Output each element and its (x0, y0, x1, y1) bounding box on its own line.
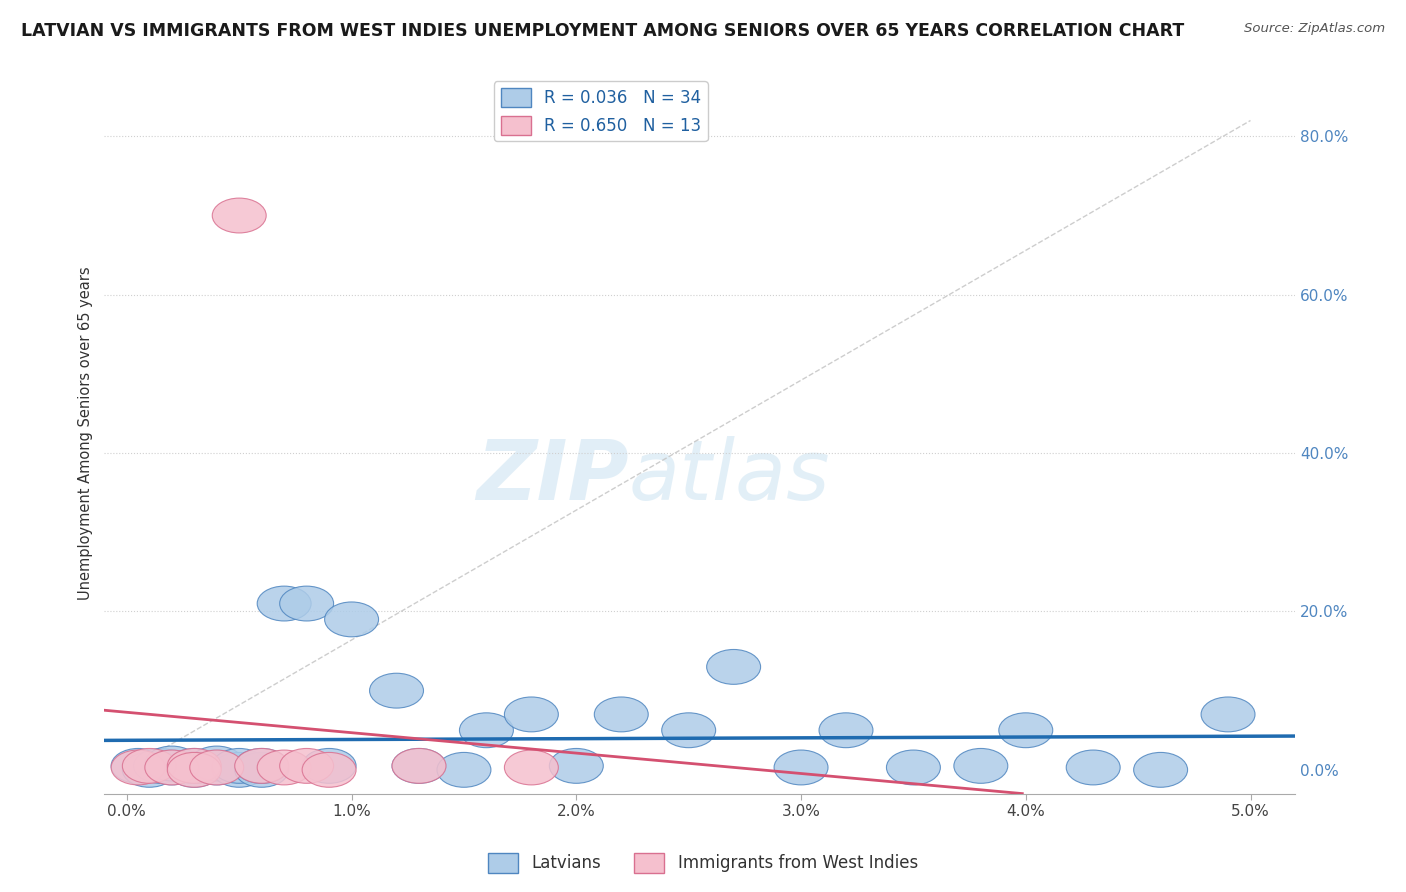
Ellipse shape (280, 586, 333, 621)
Ellipse shape (302, 748, 356, 783)
Ellipse shape (595, 697, 648, 731)
Ellipse shape (325, 602, 378, 637)
Ellipse shape (1066, 750, 1121, 785)
Ellipse shape (437, 753, 491, 788)
Ellipse shape (190, 746, 243, 780)
Text: LATVIAN VS IMMIGRANTS FROM WEST INDIES UNEMPLOYMENT AMONG SENIORS OVER 65 YEARS : LATVIAN VS IMMIGRANTS FROM WEST INDIES U… (21, 22, 1184, 40)
Ellipse shape (370, 673, 423, 708)
Ellipse shape (257, 750, 311, 785)
Text: atlas: atlas (628, 436, 830, 517)
Ellipse shape (190, 750, 243, 785)
Ellipse shape (953, 748, 1008, 783)
Ellipse shape (145, 750, 198, 785)
Ellipse shape (392, 748, 446, 783)
Ellipse shape (1133, 753, 1188, 788)
Ellipse shape (212, 198, 266, 233)
Ellipse shape (122, 748, 176, 783)
Legend: Latvians, Immigrants from West Indies: Latvians, Immigrants from West Indies (481, 847, 925, 880)
Ellipse shape (235, 753, 288, 788)
Text: ZIP: ZIP (475, 436, 628, 517)
Ellipse shape (775, 750, 828, 785)
Ellipse shape (820, 713, 873, 747)
Ellipse shape (1201, 697, 1256, 731)
Ellipse shape (505, 697, 558, 731)
Ellipse shape (280, 748, 333, 783)
Ellipse shape (550, 748, 603, 783)
Ellipse shape (707, 649, 761, 684)
Ellipse shape (111, 750, 165, 785)
Ellipse shape (167, 753, 221, 788)
Ellipse shape (145, 750, 198, 785)
Ellipse shape (302, 753, 356, 788)
Ellipse shape (111, 748, 165, 783)
Ellipse shape (235, 748, 288, 783)
Ellipse shape (167, 748, 221, 783)
Ellipse shape (235, 748, 288, 783)
Ellipse shape (167, 753, 221, 788)
Ellipse shape (134, 748, 187, 783)
Legend: R = 0.036   N = 34, R = 0.650   N = 13: R = 0.036 N = 34, R = 0.650 N = 13 (494, 81, 707, 142)
Ellipse shape (145, 746, 198, 780)
Ellipse shape (998, 713, 1053, 747)
Ellipse shape (122, 753, 176, 788)
Ellipse shape (257, 586, 311, 621)
Text: Source: ZipAtlas.com: Source: ZipAtlas.com (1244, 22, 1385, 36)
Ellipse shape (212, 753, 266, 788)
Ellipse shape (167, 748, 221, 783)
Ellipse shape (392, 748, 446, 783)
Ellipse shape (662, 713, 716, 747)
Ellipse shape (190, 750, 243, 785)
Ellipse shape (505, 750, 558, 785)
Ellipse shape (886, 750, 941, 785)
Y-axis label: Unemployment Among Seniors over 65 years: Unemployment Among Seniors over 65 years (79, 267, 93, 600)
Ellipse shape (460, 713, 513, 747)
Ellipse shape (212, 748, 266, 783)
